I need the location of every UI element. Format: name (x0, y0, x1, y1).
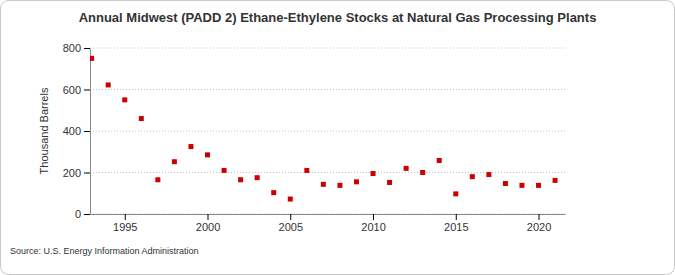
point (172, 159, 177, 164)
y-tick-label: 600 (63, 84, 81, 96)
y-tick-label: 0 (75, 208, 81, 220)
y-tick: 200 (63, 167, 90, 179)
x-tick-mark (456, 214, 457, 220)
y-tick-mark (84, 90, 90, 91)
point (238, 177, 243, 182)
source: Source: U.S. Energy Information Administ… (10, 246, 199, 256)
x-tick: 2020 (527, 214, 551, 233)
y-tick-mark (84, 173, 90, 174)
grid (90, 48, 565, 214)
x-tick-label: 1995 (113, 221, 137, 233)
point (420, 170, 425, 175)
y-axis-title: Thousand Barrels (38, 87, 50, 174)
grid-line (90, 172, 565, 173)
grid-line (90, 48, 565, 49)
y-tick-mark (84, 214, 90, 215)
x-tick-mark (125, 214, 126, 220)
x-tick: 2005 (279, 214, 303, 233)
point (271, 190, 276, 195)
point (337, 183, 342, 188)
x-tick-label: 2015 (444, 221, 468, 233)
point (222, 168, 227, 173)
x-tick-label: 2010 (361, 221, 385, 233)
grid-line (90, 214, 565, 215)
point (486, 172, 491, 177)
point (205, 152, 210, 157)
point (387, 180, 392, 185)
y-tick-label: 200 (63, 167, 81, 179)
x-tick-label: 2020 (527, 221, 551, 233)
x-axis: 1995 2000 2005 2010 2015 2020 (91, 214, 566, 233)
y-tick-label: 800 (63, 42, 81, 54)
plot: 1995 2000 2005 2010 2015 2020 0 200 400 600 800 (63, 42, 566, 233)
x-tick: 2010 (361, 214, 385, 233)
point (139, 116, 144, 121)
title: Annual Midwest (PADD 2) Ethane-Ethylene … (79, 10, 597, 25)
y-tick: 400 (63, 125, 90, 137)
y-tick: 0 (75, 208, 90, 220)
x-tick: 2015 (444, 214, 468, 233)
y-tick-mark (84, 48, 90, 49)
x-tick-mark (373, 214, 374, 220)
point (106, 82, 111, 87)
point (122, 97, 127, 102)
point (371, 171, 376, 176)
point (437, 158, 442, 163)
point (404, 166, 409, 171)
point (155, 177, 160, 182)
point (304, 168, 309, 173)
point (553, 178, 558, 183)
y-tick: 600 (63, 84, 90, 96)
x-tick: 2000 (196, 214, 220, 233)
x-tick-mark (539, 214, 540, 220)
point (321, 182, 326, 187)
x-tick: 1995 (113, 214, 137, 233)
grid-line (90, 131, 565, 132)
y-tick: 800 (63, 42, 90, 54)
point (503, 181, 508, 186)
point (354, 179, 359, 184)
y-tick-mark (84, 131, 90, 132)
x-tick-label: 2005 (279, 221, 303, 233)
x-tick-mark (290, 214, 291, 220)
frame (1, 1, 675, 275)
point (255, 175, 260, 180)
point (536, 183, 541, 188)
x-tick-mark (208, 214, 209, 220)
points (90, 56, 558, 202)
chart: 1995 2000 2005 2010 2015 2020 0 200 400 600 800 Ann… (0, 0, 675, 275)
x-tick-label: 2000 (196, 221, 220, 233)
point (519, 183, 524, 188)
y-tick-label: 400 (63, 125, 81, 137)
grid-line (90, 89, 565, 90)
y-axis: 0 200 400 600 800 (63, 42, 91, 220)
point (470, 174, 475, 179)
point (90, 56, 94, 61)
point (288, 197, 293, 202)
point (453, 191, 458, 196)
y-axis-line (90, 49, 91, 215)
point (188, 144, 193, 149)
x-axis-line (91, 214, 566, 215)
